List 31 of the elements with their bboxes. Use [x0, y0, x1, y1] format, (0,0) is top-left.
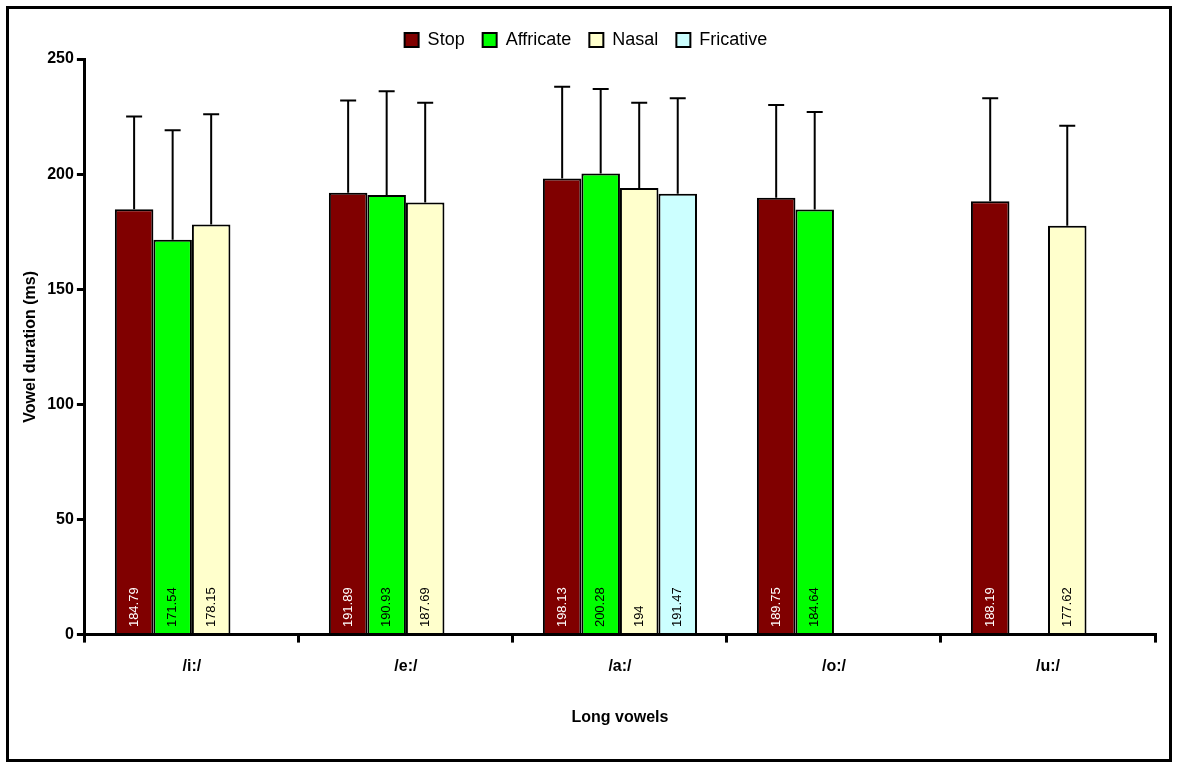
x-axis-title: Long vowels — [571, 707, 669, 725]
y-tick-label: 50 — [56, 509, 74, 527]
data-label: 188.19 — [981, 587, 997, 628]
legend-label: Fricative — [699, 28, 768, 49]
data-label: 191.89 — [339, 587, 355, 628]
data-label: 198.13 — [553, 587, 569, 628]
data-label: 177.62 — [1058, 587, 1074, 628]
y-axis-title: Vowel duration (ms) — [21, 270, 39, 423]
x-tick-label: /o:/ — [821, 656, 847, 674]
data-label: 194 — [630, 605, 646, 628]
data-label: 187.69 — [416, 587, 432, 628]
legend-label: Nasal — [612, 28, 659, 49]
y-tick-label: 0 — [64, 625, 74, 643]
y-tick-label: 250 — [47, 49, 74, 67]
legend-label: Affricate — [505, 28, 572, 49]
data-label: 171.54 — [164, 587, 180, 628]
y-tick-label: 200 — [47, 164, 74, 182]
data-label: 191.47 — [669, 587, 685, 628]
data-label: 184.64 — [806, 587, 822, 628]
y-tick-label: 150 — [47, 279, 74, 297]
y-tick-label: 100 — [47, 394, 74, 412]
x-tick-label: /i:/ — [182, 656, 202, 674]
x-tick-label: /a:/ — [608, 656, 633, 674]
data-label: 189.75 — [767, 587, 783, 628]
x-tick-label: /u:/ — [1035, 656, 1061, 674]
x-tick-label: /e:/ — [394, 656, 419, 674]
data-label: 184.79 — [125, 587, 141, 628]
data-label: 190.93 — [378, 587, 394, 628]
data-label: 200.28 — [592, 587, 608, 628]
data-label: 178.15 — [202, 587, 218, 628]
legend-label: Stop — [427, 28, 465, 49]
